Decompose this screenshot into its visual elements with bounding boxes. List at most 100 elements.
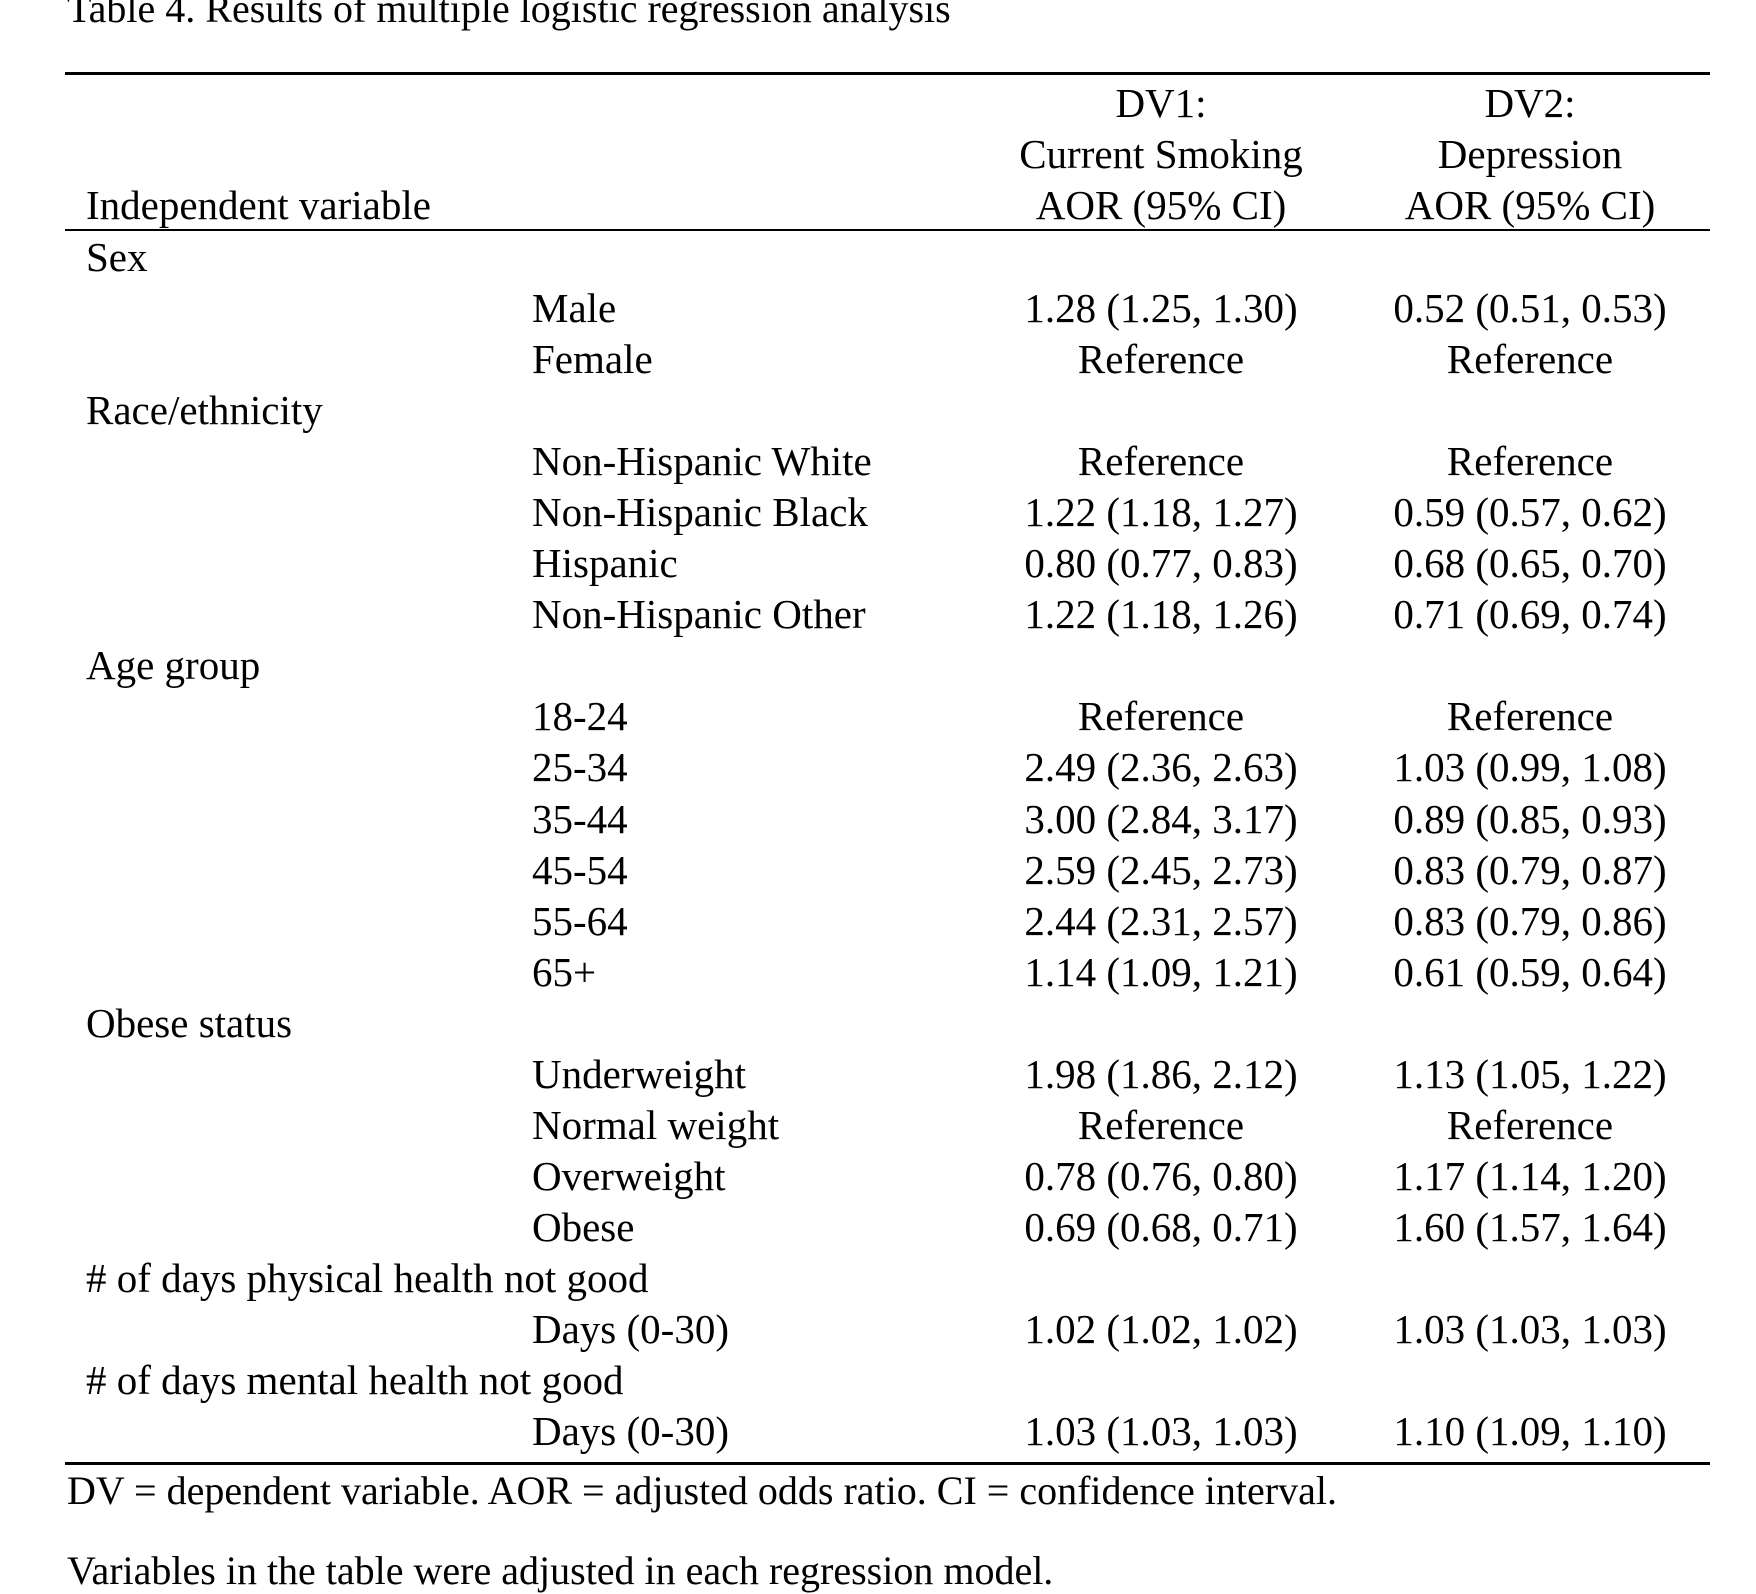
table-row: 65+ 1.14 (1.09, 1.21) 0.61 (0.59, 0.64) (0, 947, 1756, 998)
table-caption: Table 4. Results of multiple logistic re… (67, 0, 951, 31)
group-label: # of days mental health not good (86, 1357, 624, 1404)
dv1-aor-cell: 1.14 (1.09, 1.21) (1024, 948, 1298, 995)
group-label: # of days physical health not good (86, 1254, 649, 1301)
dv2-aor-cell: 0.68 (0.65, 0.70) (1393, 540, 1667, 587)
table-row: Obese 0.69 (0.68, 0.71) 1.60 (1.57, 1.64) (0, 1202, 1756, 1253)
dv1-aor-cell: 1.22 (1.18, 1.26) (1024, 591, 1298, 638)
level-label: Days (0-30) (532, 1305, 729, 1352)
level-label: Hispanic (532, 540, 678, 587)
table-group-row: Obese status (0, 998, 1756, 1049)
group-label: Race/ethnicity (86, 387, 323, 434)
dv2-aor-cell: 0.52 (0.51, 0.53) (1393, 285, 1667, 332)
table-row: Days (0-30) 1.03 (1.03, 1.03) 1.10 (1.09, … (0, 1406, 1756, 1457)
dv2-aor-cell: 1.17 (1.14, 1.20) (1393, 1152, 1667, 1199)
dv2-aor-cell: 0.61 (0.59, 0.64) (1393, 948, 1667, 995)
footnote-adjustment: Variables in the table were adjusted in … (67, 1548, 1054, 1593)
dv2-aor-cell: 0.59 (0.57, 0.62) (1393, 489, 1667, 536)
dv1-aor-cell: 1.98 (1.86, 2.12) (1024, 1050, 1298, 1097)
level-label: Non-Hispanic Black (532, 489, 868, 536)
table-row: Normal weight Reference Reference (0, 1100, 1756, 1151)
dv1-aor-cell: Reference (1077, 336, 1245, 383)
dv2-aor-cell: 0.83 (0.79, 0.86) (1393, 897, 1667, 944)
level-label: 18-24 (532, 693, 628, 740)
header-dv1-line: DV1: (1115, 80, 1207, 126)
dv1-aor-cell: 1.28 (1.25, 1.30) (1024, 285, 1298, 332)
header-dv1-line: Current Smoking (1019, 131, 1303, 177)
dv1-aor-cell: Reference (1077, 438, 1245, 485)
dv2-aor-cell: 1.60 (1.57, 1.64) (1393, 1203, 1667, 1250)
table-row: Overweight 0.78 (0.76, 0.80) 1.17 (1.14, 1… (0, 1151, 1756, 1202)
header-dv1: DV1: Current Smoking AOR (95% CI) (981, 78, 1341, 231)
table-row: 35-44 3.00 (2.84, 3.17) 0.89 (0.85, 0.93) (0, 794, 1756, 845)
dv1-aor-cell: 0.80 (0.77, 0.83) (1024, 540, 1298, 587)
table-group-row: Sex (0, 232, 1756, 283)
dv2-aor-cell: 1.10 (1.09, 1.10) (1393, 1408, 1667, 1455)
header-dv2: DV2: Depression AOR (95% CI) (1350, 78, 1710, 231)
dv1-aor-cell: 1.03 (1.03, 1.03) (1024, 1408, 1298, 1455)
level-label: 25-34 (532, 744, 628, 791)
dv2-aor-cell: 1.03 (0.99, 1.08) (1393, 744, 1667, 791)
dv1-aor-cell: 1.22 (1.18, 1.27) (1024, 489, 1298, 536)
header-dv2-line: DV2: (1484, 80, 1576, 126)
header-independent-variable: Independent variable (86, 182, 431, 228)
header-dv1-line: AOR (95% CI) (1035, 182, 1287, 228)
dv1-aor-cell: Reference (1077, 693, 1245, 740)
dv2-aor-cell: 1.03 (1.03, 1.03) (1393, 1305, 1667, 1352)
dv1-aor-cell: 0.69 (0.68, 0.71) (1024, 1203, 1298, 1250)
header-dv2-line: Depression (1437, 131, 1623, 177)
level-label: Overweight (532, 1152, 726, 1199)
dv2-aor-cell: 0.83 (0.79, 0.87) (1393, 846, 1667, 893)
level-label: Female (532, 336, 653, 383)
level-label: 45-54 (532, 846, 628, 893)
table-row: Underweight 1.98 (1.86, 2.12) 1.13 (1.05, … (0, 1049, 1756, 1100)
dv2-aor-cell: 0.71 (0.69, 0.74) (1393, 591, 1667, 638)
table-row: Hispanic 0.80 (0.77, 0.83) 0.68 (0.65, 0.7… (0, 538, 1756, 589)
table-row: Non-Hispanic White Reference Reference (0, 436, 1756, 487)
table-bottom-rule (65, 1462, 1710, 1465)
level-label: 65+ (532, 948, 597, 995)
table-top-rule (65, 72, 1710, 75)
dv1-aor-cell: 2.59 (2.45, 2.73) (1024, 846, 1298, 893)
table-group-row: # of days physical health not good (0, 1253, 1756, 1304)
dv2-aor-cell: Reference (1446, 336, 1614, 383)
dv1-aor-cell: 2.44 (2.31, 2.57) (1024, 897, 1298, 944)
group-label: Age group (86, 642, 261, 689)
level-label: Non-Hispanic White (532, 438, 872, 485)
table-body: Sex Male 1.28 (1.25, 1.30) 0.52 (0.51, 0.53… (0, 232, 1756, 1457)
dv2-aor-cell: Reference (1446, 1101, 1614, 1148)
table-row: Non-Hispanic Other 1.22 (1.18, 1.26) 0.71 … (0, 589, 1756, 640)
header-rule (65, 229, 1710, 231)
dv2-aor-cell: Reference (1446, 438, 1614, 485)
level-label: Days (0-30) (532, 1408, 729, 1455)
dv1-aor-cell: Reference (1077, 1101, 1245, 1148)
table-row: Female Reference Reference (0, 334, 1756, 385)
dv1-aor-cell: 0.78 (0.76, 0.80) (1024, 1152, 1298, 1199)
table-row: 25-34 2.49 (2.36, 2.63) 1.03 (0.99, 1.08) (0, 742, 1756, 793)
level-label: Obese (532, 1203, 635, 1250)
level-label: Underweight (532, 1050, 747, 1097)
group-label: Sex (86, 234, 148, 280)
level-label: 35-44 (532, 795, 628, 842)
dv2-aor-cell: 1.13 (1.05, 1.22) (1393, 1050, 1667, 1097)
table-group-row: # of days mental health not good (0, 1355, 1756, 1406)
table-row: Male 1.28 (1.25, 1.30) 0.52 (0.51, 0.53) (0, 283, 1756, 334)
table-group-row: Age group (0, 640, 1756, 691)
level-label: Non-Hispanic Other (532, 591, 866, 638)
dv1-aor-cell: 3.00 (2.84, 3.17) (1024, 795, 1298, 842)
dv1-aor-cell: 2.49 (2.36, 2.63) (1024, 744, 1298, 791)
table-row: Non-Hispanic Black 1.22 (1.18, 1.27) 0.59 … (0, 487, 1756, 538)
table-group-row: Race/ethnicity (0, 385, 1756, 436)
footnote-abbreviations: DV = dependent variable. AOR = adjusted … (67, 1468, 1337, 1513)
group-label: Obese status (86, 999, 293, 1046)
table-row: 45-54 2.59 (2.45, 2.73) 0.83 (0.79, 0.87) (0, 845, 1756, 896)
level-label: Male (532, 285, 617, 332)
table-row: 18-24 Reference Reference (0, 691, 1756, 742)
header-dv2-line: AOR (95% CI) (1404, 182, 1656, 228)
dv2-aor-cell: Reference (1446, 693, 1614, 740)
level-label: Normal weight (532, 1101, 780, 1148)
table-row: 55-64 2.44 (2.31, 2.57) 0.83 (0.79, 0.86) (0, 896, 1756, 947)
dv2-aor-cell: 0.89 (0.85, 0.93) (1393, 795, 1667, 842)
table-row: Days (0-30) 1.02 (1.02, 1.02) 1.03 (1.03, … (0, 1304, 1756, 1355)
dv1-aor-cell: 1.02 (1.02, 1.02) (1024, 1305, 1298, 1352)
